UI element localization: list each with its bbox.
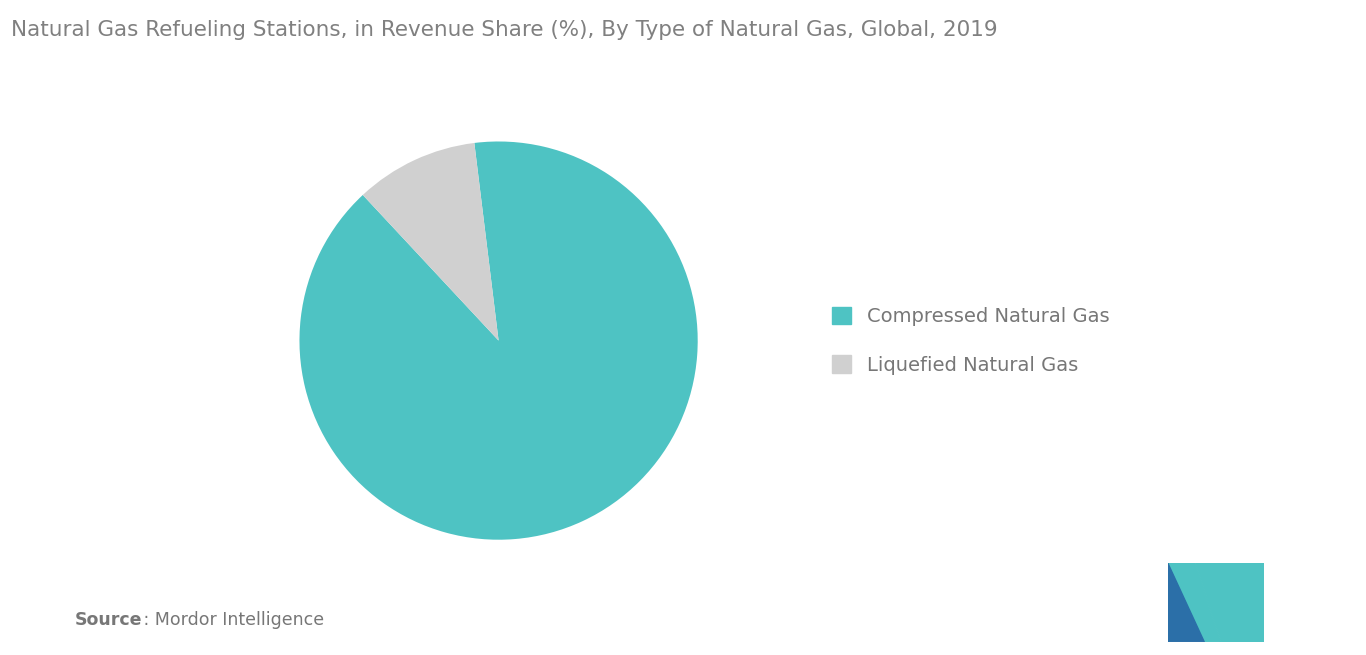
Text: Source: Source	[75, 611, 142, 629]
Polygon shape	[1195, 563, 1264, 642]
Polygon shape	[1168, 563, 1205, 642]
Polygon shape	[1168, 563, 1221, 642]
Text: Natural Gas Refueling Stations, in Revenue Share (%), By Type of Natural Gas, Gl: Natural Gas Refueling Stations, in Reven…	[11, 20, 997, 40]
Legend: Compressed Natural Gas, Liquefied Natural Gas: Compressed Natural Gas, Liquefied Natura…	[832, 307, 1109, 375]
Wedge shape	[363, 143, 499, 341]
Text: : Mordor Intelligence: : Mordor Intelligence	[138, 611, 324, 629]
Wedge shape	[299, 141, 698, 540]
